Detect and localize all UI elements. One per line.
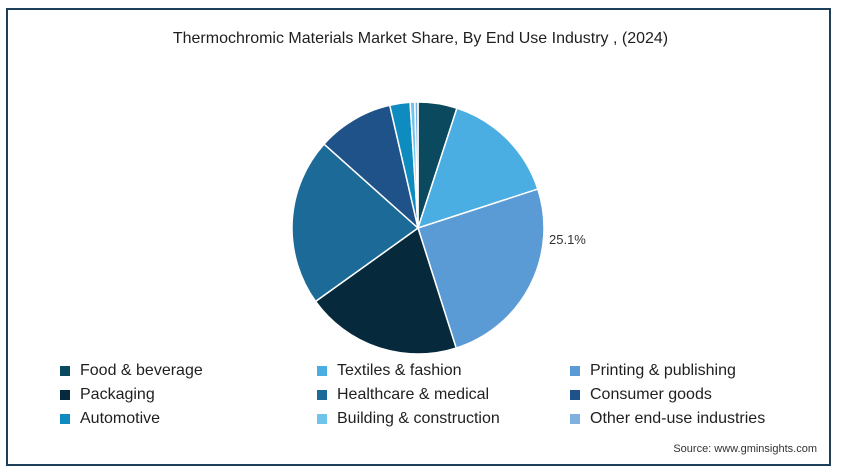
legend-label: Textiles & fashion — [337, 362, 462, 379]
legend-swatch — [60, 414, 70, 424]
data-label-printing-publishing: 25.1% — [549, 232, 586, 247]
legend-label: Printing & publishing — [590, 362, 736, 379]
legend-label: Building & construction — [337, 410, 500, 427]
legend-item-automotive: Automotive — [60, 410, 160, 428]
pie-slice-healthcare-medical — [291, 143, 420, 303]
pie-slice-consumer-goods — [322, 104, 420, 231]
legend-label: Food & beverage — [80, 362, 203, 379]
pie-slice-printing-publishing — [417, 188, 545, 350]
legend-label: Healthcare & medical — [337, 386, 490, 403]
legend-swatch — [570, 390, 580, 400]
legend-label: Packaging — [80, 386, 155, 403]
legend-swatch — [60, 390, 70, 400]
legend-item-other-end-use: Other end-use industries — [570, 410, 765, 428]
legend-row: Food & beverage Textiles & fashion Print… — [60, 362, 800, 386]
legend-swatch — [317, 366, 327, 376]
legend-swatch — [317, 414, 327, 424]
legend-item-textiles-fashion: Textiles & fashion — [317, 362, 462, 380]
legend-item-printing-publishing: Printing & publishing — [570, 362, 736, 380]
legend-label: Other end-use industries — [590, 410, 766, 427]
legend-label: Consumer goods — [590, 386, 712, 403]
chart-title: Thermochromic Materials Market Share, By… — [172, 30, 669, 47]
legend-item-healthcare-medical: Healthcare & medical — [317, 386, 489, 404]
legend-swatch — [317, 390, 327, 400]
legend-item-consumer-goods: Consumer goods — [570, 386, 712, 404]
pie-slice-other-end-use-industries — [414, 101, 419, 229]
legend-item-food-beverage: Food & beverage — [60, 362, 203, 380]
legend-item-building-construction: Building & construction — [317, 410, 500, 428]
source-note: Source: www.gminsights.com — [673, 443, 817, 455]
legend-item-packaging: Packaging — [60, 386, 155, 404]
legend-row: Automotive Building & construction Other… — [60, 410, 800, 434]
pie-slice-packaging — [314, 226, 458, 355]
legend-swatch — [570, 414, 580, 424]
legend-swatch — [60, 366, 70, 376]
legend: Food & beverage Textiles & fashion Print… — [60, 362, 800, 434]
legend-label: Automotive — [80, 410, 161, 427]
legend-row: Packaging Healthcare & medical Consumer … — [60, 386, 800, 410]
legend-swatch — [570, 366, 580, 376]
